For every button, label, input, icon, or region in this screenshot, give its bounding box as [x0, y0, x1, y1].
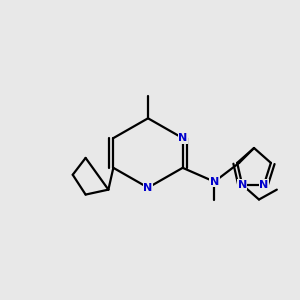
Text: N: N — [178, 133, 187, 143]
Text: N: N — [238, 180, 247, 190]
Text: N: N — [210, 177, 219, 187]
Text: N: N — [259, 180, 268, 190]
Text: N: N — [143, 183, 153, 193]
